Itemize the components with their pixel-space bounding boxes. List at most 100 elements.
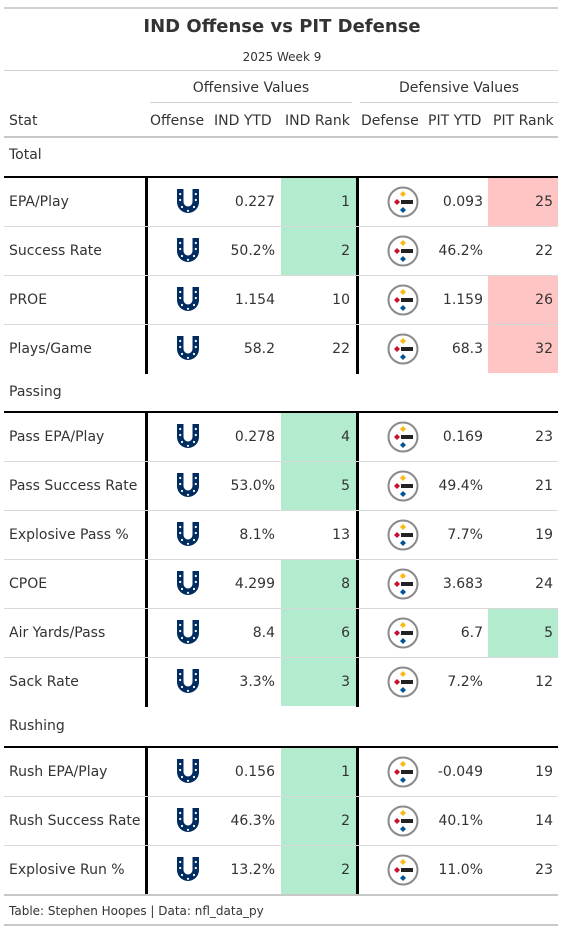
row-divider <box>4 510 558 511</box>
col-pit-rank: PIT Rank <box>493 113 554 129</box>
group-top-border <box>4 411 558 413</box>
pit-rank-value: 5 <box>544 625 553 641</box>
steelers-logo-icon <box>387 666 419 702</box>
ind-rank-value: 3 <box>341 674 350 690</box>
col-offense: Offense <box>150 113 205 129</box>
row-divider <box>4 461 558 462</box>
stat-name: Pass Success Rate <box>9 478 138 494</box>
col-defense: Defense <box>361 113 419 129</box>
ind-ytd-value: 0.156 <box>234 764 275 780</box>
ind-rank-highlight <box>281 560 356 608</box>
ind-rank-value: 2 <box>341 862 350 878</box>
colts-horseshoe-logo-icon <box>173 805 203 841</box>
header-rule <box>4 70 558 71</box>
group-label: Rushing <box>9 718 65 734</box>
pit-rank-value: 26 <box>535 292 553 308</box>
colts-horseshoe-logo-icon <box>173 421 203 457</box>
steelers-logo-icon <box>387 617 419 653</box>
table-row: Rush Success Rate 46.3% 2 40.1% 14 <box>4 797 558 846</box>
bottom-rule <box>4 894 558 896</box>
col-head-rule <box>4 136 558 138</box>
pit-ytd-value: 3.683 <box>442 576 483 592</box>
pit-rank-value: 23 <box>535 862 553 878</box>
ind-ytd-value: 4.299 <box>234 576 275 592</box>
pit-rank-highlight <box>488 609 558 657</box>
pit-ytd-value: 0.169 <box>442 429 483 445</box>
table-footer: Table: Stephen Hoopes | Data: nfl_data_p… <box>9 904 264 918</box>
defense-divider <box>356 746 359 895</box>
ind-rank-highlight <box>281 462 356 510</box>
pit-rank-value: 32 <box>535 341 553 357</box>
ind-rank-highlight <box>281 609 356 657</box>
colts-horseshoe-logo-icon <box>173 568 203 604</box>
row-divider <box>4 226 558 227</box>
pit-rank-highlight <box>488 178 558 226</box>
top-rule <box>4 7 558 9</box>
table-row: PROE 1.154 10 1.159 26 <box>4 276 558 325</box>
steelers-logo-icon <box>387 421 419 457</box>
steelers-logo-icon <box>387 568 419 604</box>
ind-rank-value: 8 <box>341 576 350 592</box>
colts-horseshoe-logo-icon <box>173 470 203 506</box>
stat-name: Explosive Run % <box>9 862 125 878</box>
pit-ytd-value: 68.3 <box>451 341 483 357</box>
row-divider <box>4 559 558 560</box>
ind-ytd-value: 8.1% <box>239 527 275 543</box>
offensive-values-spanner: Offensive Values <box>192 80 310 96</box>
pit-rank-highlight <box>488 276 558 324</box>
pit-ytd-value: 7.7% <box>447 527 483 543</box>
steelers-logo-icon <box>387 235 419 271</box>
ind-rank-value: 13 <box>332 527 350 543</box>
ind-rank-value: 2 <box>341 813 350 829</box>
stat-name: Plays/Game <box>9 341 92 357</box>
stat-name: Explosive Pass % <box>9 527 129 543</box>
ind-rank-value: 22 <box>332 341 350 357</box>
defensive-values-spanner: Defensive Values <box>398 80 520 96</box>
table-row: Plays/Game 58.2 22 68.3 32 <box>4 325 558 374</box>
colts-horseshoe-logo-icon <box>173 756 203 792</box>
col-ind-rank: IND Rank <box>285 113 350 129</box>
table-title: IND Offense vs PIT Defense <box>143 16 421 37</box>
steelers-logo-icon <box>387 805 419 841</box>
table-row: CPOE 4.299 8 3.683 24 <box>4 560 558 609</box>
offensive-spanner-line <box>150 102 352 103</box>
col-pit-ytd: PIT YTD <box>428 113 482 129</box>
group-top-border <box>4 176 558 178</box>
ind-rank-value: 2 <box>341 243 350 259</box>
steelers-logo-icon <box>387 333 419 369</box>
pit-ytd-value: 40.1% <box>438 813 483 829</box>
ind-ytd-value: 13.2% <box>230 862 275 878</box>
ind-ytd-value: 3.3% <box>239 674 275 690</box>
table-row: Sack Rate 3.3% 3 7.2% 12 <box>4 658 558 707</box>
pit-rank-value: 19 <box>535 527 553 543</box>
ind-rank-value: 1 <box>341 194 350 210</box>
row-divider <box>4 845 558 846</box>
col-stat: Stat <box>9 113 38 129</box>
stat-name: Rush EPA/Play <box>9 764 108 780</box>
pit-rank-value: 21 <box>535 478 553 494</box>
table-subtitle: 2025 Week 9 <box>242 50 322 64</box>
ind-rank-highlight <box>281 413 356 461</box>
ind-ytd-value: 50.2% <box>230 243 275 259</box>
footer-rule <box>4 924 558 926</box>
group-label: Passing <box>9 384 62 400</box>
table-row: Air Yards/Pass 8.4 6 6.7 5 <box>4 609 558 658</box>
ind-ytd-value: 46.3% <box>230 813 275 829</box>
offense-divider <box>145 746 148 895</box>
pit-rank-value: 23 <box>535 429 553 445</box>
colts-horseshoe-logo-icon <box>173 617 203 653</box>
pit-rank-value: 24 <box>535 576 553 592</box>
ind-ytd-value: 53.0% <box>230 478 275 494</box>
stat-name: Air Yards/Pass <box>9 625 106 641</box>
ind-rank-highlight <box>281 178 356 226</box>
pit-ytd-value: 1.159 <box>442 292 483 308</box>
table-row: Rush EPA/Play 0.156 1 -0.049 19 <box>4 748 558 797</box>
pit-ytd-value: 6.7 <box>460 625 483 641</box>
stat-name: EPA/Play <box>9 194 69 210</box>
steelers-logo-icon <box>387 284 419 320</box>
row-divider <box>4 275 558 276</box>
steelers-logo-icon <box>387 470 419 506</box>
pit-ytd-value: -0.049 <box>437 764 483 780</box>
stat-name: Sack Rate <box>9 674 79 690</box>
defensive-spanner-line <box>360 102 558 103</box>
